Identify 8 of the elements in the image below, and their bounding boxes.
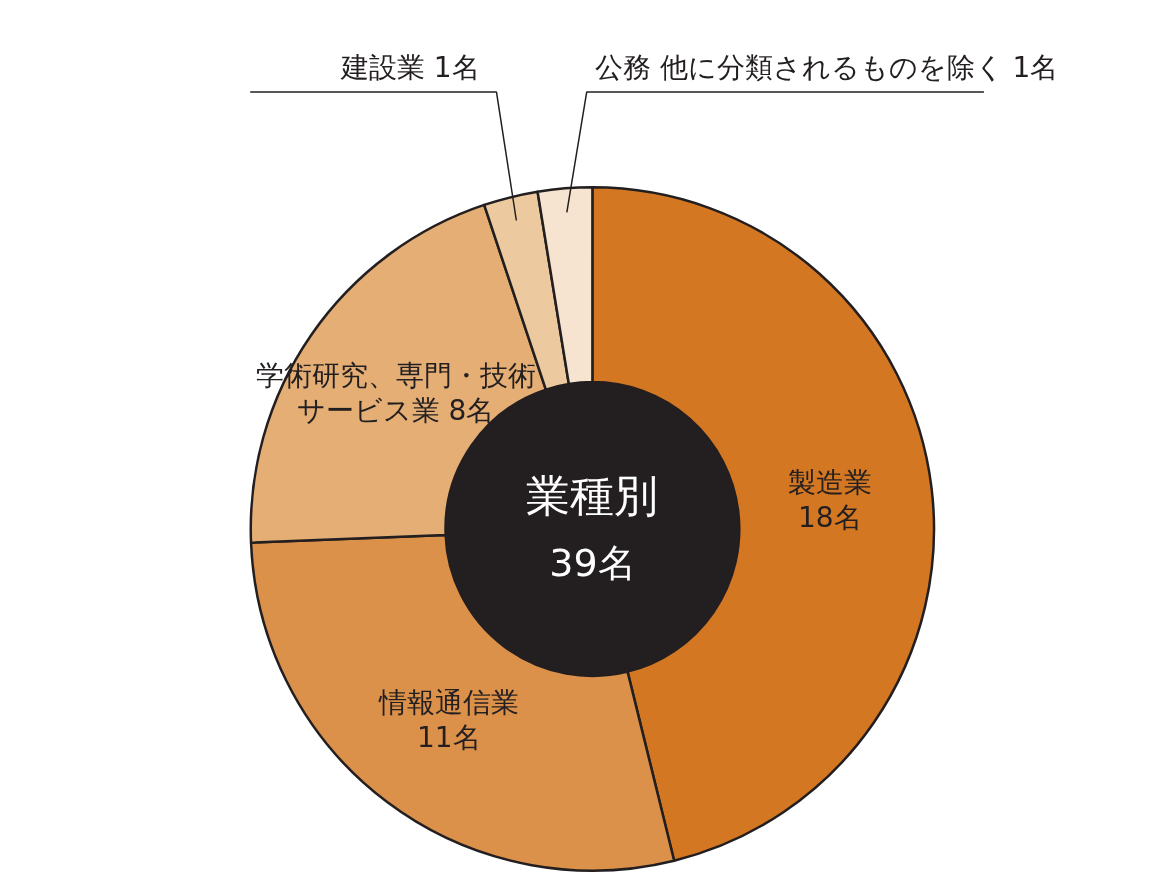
slice-label: 製造業	[787, 466, 872, 500]
data-label: 18名	[797, 501, 862, 535]
data-label: 11名	[416, 721, 481, 755]
slice-label: 公務 他に分類されるものを除く 1名	[594, 51, 1059, 85]
slice-label: 建設業 1名	[339, 51, 480, 85]
text: 39名	[549, 540, 636, 585]
text: 業種別	[526, 470, 659, 522]
slice-label: 情報通信業	[377, 686, 519, 720]
